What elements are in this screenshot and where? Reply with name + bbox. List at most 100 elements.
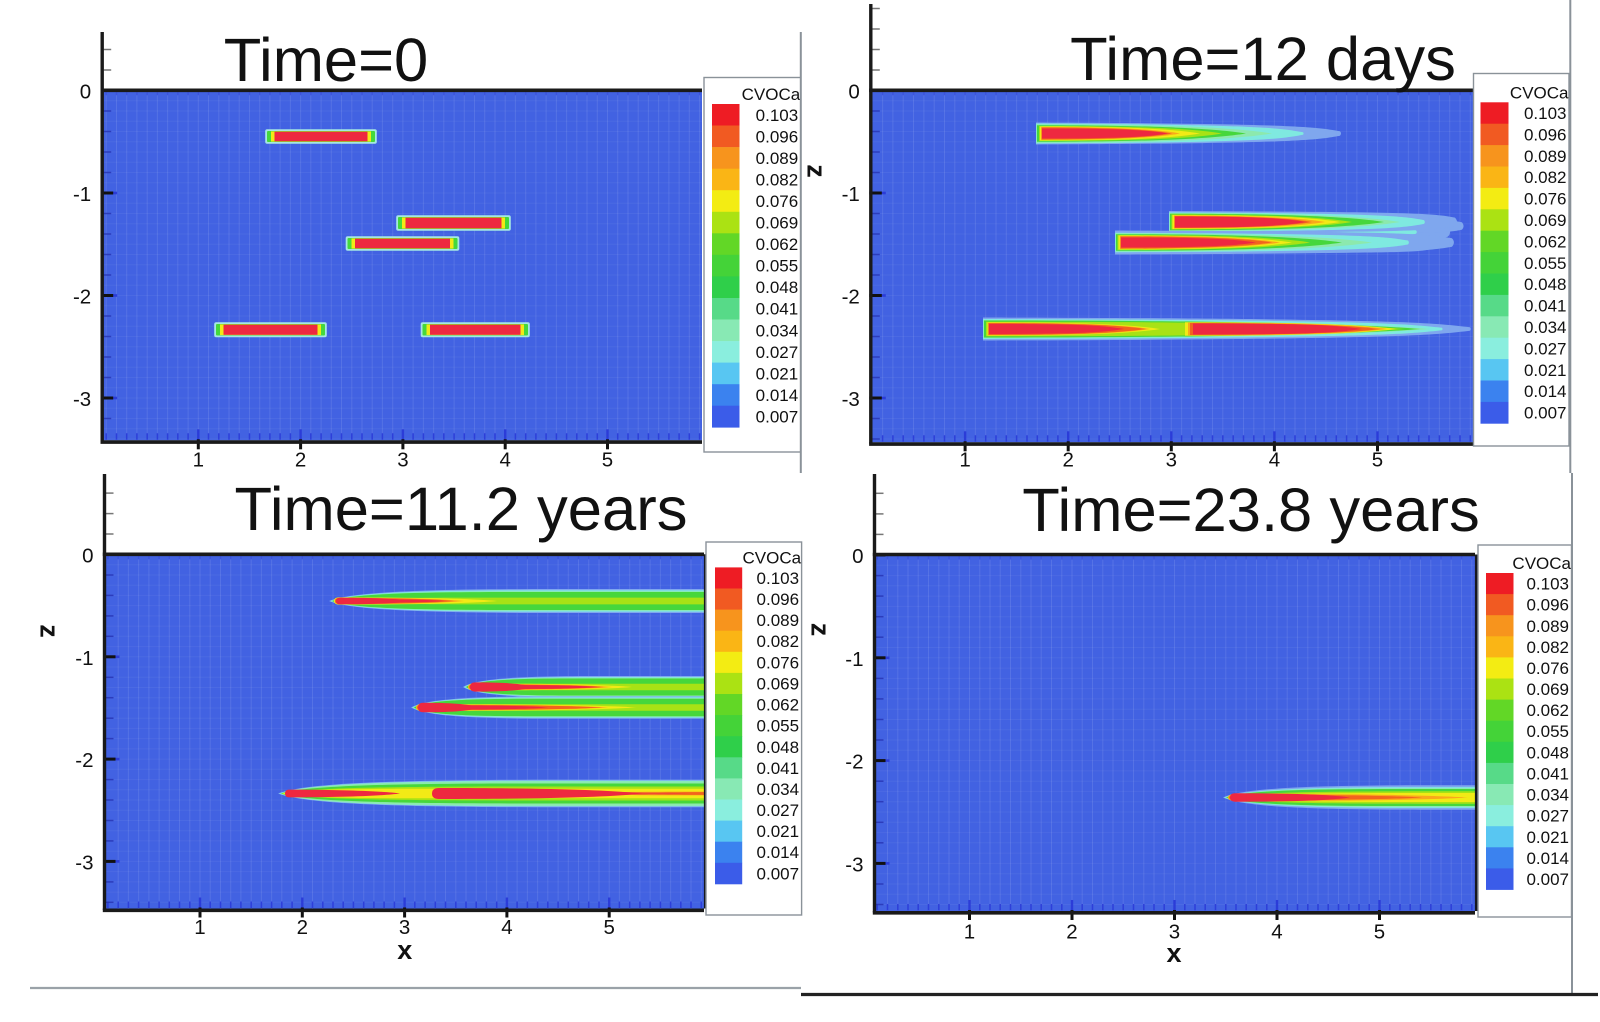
svg-text:0.096: 0.096 — [756, 127, 799, 146]
svg-text:-2: -2 — [73, 286, 91, 309]
svg-text:0.103: 0.103 — [1524, 104, 1567, 123]
svg-text:-1: -1 — [845, 648, 863, 671]
svg-text:1: 1 — [959, 449, 970, 472]
svg-text:0: 0 — [848, 81, 859, 104]
svg-text:-2: -2 — [75, 749, 93, 772]
svg-text:CVOCa: CVOCa — [743, 548, 802, 567]
svg-text:4: 4 — [501, 916, 512, 939]
svg-text:0.027: 0.027 — [756, 343, 799, 362]
svg-text:0.076: 0.076 — [756, 192, 799, 211]
svg-text:-1: -1 — [73, 183, 91, 206]
svg-text:0.021: 0.021 — [1524, 361, 1567, 380]
svg-text:0.014: 0.014 — [757, 843, 800, 862]
svg-text:0.021: 0.021 — [756, 364, 799, 383]
svg-text:5: 5 — [603, 916, 614, 939]
svg-text:-3: -3 — [842, 388, 860, 411]
svg-text:-1: -1 — [75, 647, 93, 670]
svg-text:4: 4 — [1269, 449, 1280, 472]
svg-text:0.007: 0.007 — [1526, 870, 1569, 889]
svg-text:0.096: 0.096 — [1526, 596, 1569, 615]
svg-text:0.014: 0.014 — [756, 386, 799, 405]
svg-text:z: z — [35, 624, 65, 638]
svg-text:z: z — [806, 623, 836, 637]
svg-text:0.096: 0.096 — [1524, 125, 1567, 144]
svg-text:Time=0: Time=0 — [224, 26, 429, 95]
svg-text:-2: -2 — [842, 286, 860, 309]
svg-text:0.082: 0.082 — [1524, 168, 1567, 187]
svg-text:0.062: 0.062 — [1526, 701, 1569, 720]
svg-text:0.096: 0.096 — [757, 590, 800, 609]
svg-text:0.048: 0.048 — [757, 738, 800, 757]
svg-text:5: 5 — [602, 449, 613, 472]
svg-text:0.034: 0.034 — [1526, 786, 1569, 805]
svg-text:0.041: 0.041 — [1524, 297, 1567, 316]
svg-text:3: 3 — [397, 449, 408, 472]
svg-text:-1: -1 — [842, 183, 860, 206]
svg-text:0.041: 0.041 — [756, 300, 799, 319]
svg-text:0.055: 0.055 — [756, 257, 799, 276]
svg-text:0.062: 0.062 — [757, 696, 800, 715]
svg-text:Time=12 days: Time=12 days — [1070, 25, 1456, 94]
svg-text:0.103: 0.103 — [1526, 575, 1569, 594]
svg-text:0.041: 0.041 — [1526, 764, 1569, 783]
svg-text:0.076: 0.076 — [1526, 659, 1569, 678]
svg-text:0.027: 0.027 — [1526, 807, 1569, 826]
svg-text:0.082: 0.082 — [1526, 638, 1569, 657]
svg-text:0.069: 0.069 — [756, 214, 799, 233]
svg-text:0.062: 0.062 — [756, 235, 799, 254]
svg-text:CVOCa: CVOCa — [742, 85, 801, 104]
svg-text:2: 2 — [297, 916, 308, 939]
svg-text:-2: -2 — [845, 751, 863, 774]
svg-text:0.082: 0.082 — [756, 170, 799, 189]
svg-text:0.089: 0.089 — [1526, 617, 1569, 636]
svg-text:z: z — [802, 164, 832, 178]
svg-text:0.007: 0.007 — [1524, 404, 1567, 423]
svg-text:0.007: 0.007 — [756, 408, 799, 427]
svg-text:Time=11.2 years: Time=11.2 years — [235, 475, 688, 544]
svg-text:0.048: 0.048 — [756, 278, 799, 297]
svg-text:0.082: 0.082 — [757, 632, 800, 651]
svg-text:4: 4 — [499, 449, 510, 472]
svg-text:0.069: 0.069 — [1526, 680, 1569, 699]
svg-text:0.014: 0.014 — [1524, 382, 1567, 401]
svg-text:0.055: 0.055 — [1524, 254, 1567, 273]
svg-text:0.103: 0.103 — [756, 106, 799, 125]
svg-text:0.089: 0.089 — [757, 611, 800, 630]
svg-text:0.021: 0.021 — [1526, 828, 1569, 847]
svg-text:0.055: 0.055 — [757, 717, 800, 736]
svg-text:0.103: 0.103 — [757, 569, 800, 588]
svg-text:1: 1 — [964, 921, 975, 944]
svg-text:2: 2 — [1066, 921, 1077, 944]
svg-text:5: 5 — [1372, 449, 1383, 472]
svg-text:CVOCa: CVOCa — [1512, 554, 1571, 573]
svg-text:0: 0 — [80, 81, 91, 104]
svg-text:5: 5 — [1374, 921, 1385, 944]
svg-text:x: x — [1166, 938, 1181, 968]
svg-text:0.034: 0.034 — [756, 321, 799, 340]
svg-text:0.089: 0.089 — [1524, 147, 1567, 166]
svg-text:0.027: 0.027 — [1524, 339, 1567, 358]
svg-text:4: 4 — [1271, 921, 1282, 944]
svg-text:0.062: 0.062 — [1524, 232, 1567, 251]
svg-text:0.048: 0.048 — [1526, 743, 1569, 762]
svg-text:x: x — [397, 935, 412, 965]
svg-text:0.034: 0.034 — [1524, 318, 1567, 337]
svg-text:2: 2 — [295, 449, 306, 472]
svg-text:Time=23.8 years: Time=23.8 years — [1022, 476, 1479, 545]
svg-text:0.069: 0.069 — [757, 674, 800, 693]
svg-text:0.007: 0.007 — [757, 864, 800, 883]
svg-text:-3: -3 — [75, 851, 93, 874]
svg-text:0.048: 0.048 — [1524, 275, 1567, 294]
svg-text:2: 2 — [1062, 449, 1073, 472]
svg-text:0.089: 0.089 — [756, 149, 799, 168]
svg-text:3: 3 — [399, 916, 410, 939]
svg-text:0.069: 0.069 — [1524, 211, 1567, 230]
svg-text:0.034: 0.034 — [757, 780, 800, 799]
svg-text:-3: -3 — [73, 388, 91, 411]
svg-text:0.027: 0.027 — [757, 801, 800, 820]
svg-text:3: 3 — [1169, 921, 1180, 944]
svg-text:0.076: 0.076 — [757, 653, 800, 672]
svg-text:1: 1 — [193, 449, 204, 472]
svg-text:-3: -3 — [845, 853, 863, 876]
svg-text:1: 1 — [194, 916, 205, 939]
